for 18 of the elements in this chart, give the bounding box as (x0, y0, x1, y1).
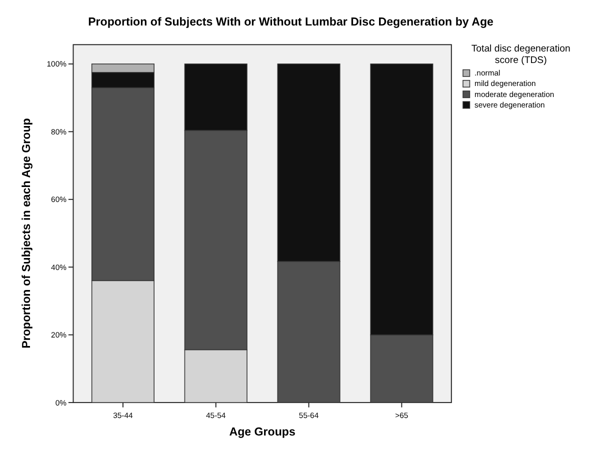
y-axis-title: Proportion of Subjects in each Age Group (20, 118, 33, 348)
legend-label: .normal (474, 68, 501, 78)
chart-title: Proportion of Subjects With or Without Lumbar Disc Degeneration by Age (88, 16, 494, 28)
legend-label: severe degeneration (474, 100, 545, 110)
y-tick-label: 40% (51, 262, 67, 272)
x-tick-label: 55-64 (298, 410, 320, 420)
x-tick-label: 45-54 (206, 410, 226, 420)
x-tick-label: >65 (395, 410, 408, 420)
x-tick-label: 35-44 (113, 410, 134, 420)
legend-label: mild degeneration (474, 79, 536, 88)
y-tick-label: 20% (51, 330, 67, 340)
y-tick-label: 100% (46, 60, 67, 69)
y-tick-label: 0% (55, 398, 67, 408)
x-axis-title: Age Groups (229, 426, 296, 438)
y-tick-label: 80% (51, 127, 67, 136)
y-tick-label: 60% (51, 195, 67, 204)
legend-label: moderate degeneration (474, 90, 554, 99)
legend-title: Total disc degeneration score (TDS) (471, 43, 570, 66)
